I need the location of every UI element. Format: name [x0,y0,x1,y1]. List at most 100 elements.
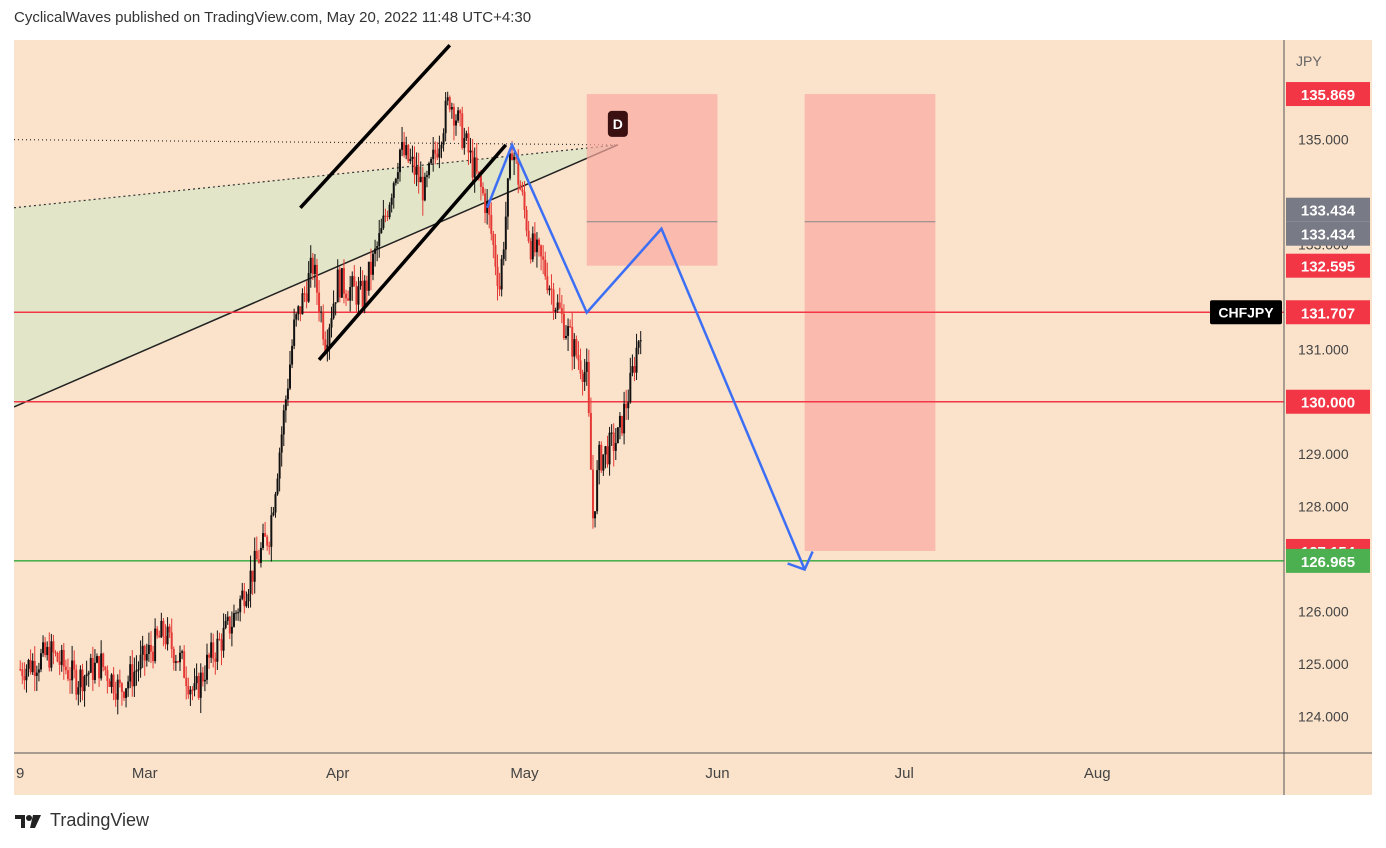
projection-path[interactable] [485,141,806,570]
candle-body [355,286,358,305]
candle-body [120,683,123,692]
candle-body [508,153,511,179]
candle-body [481,186,484,194]
candle-body [457,110,460,121]
candle-body [114,693,117,700]
candle-body [172,649,175,663]
candle-body [363,280,366,308]
candle-body [276,478,279,495]
candle-body [278,452,281,479]
candle-body [77,687,80,695]
candle-body [625,403,628,409]
candle-body [633,366,636,373]
candle-body [212,642,215,659]
candle-body [237,612,240,614]
candle-body [500,258,503,290]
candle-body [401,142,404,150]
candle-body [469,150,472,153]
candle-body [147,644,150,654]
candle-body [398,149,401,173]
candle-body [131,664,134,687]
candle-body [573,339,576,357]
candle-body [556,302,559,311]
candle-body [139,654,142,670]
candle-body [463,137,466,148]
candle-body [293,319,296,346]
candle-body [479,175,482,187]
candle-body [286,388,289,400]
candle-body [291,345,294,365]
candle-body [156,628,159,636]
candle-body [623,403,626,434]
candle-body [345,293,348,299]
candle-body [542,256,545,260]
candle-body [552,289,555,312]
candle-body [442,133,445,145]
candle-body [386,216,389,218]
candle-body [498,285,501,290]
candle-body [25,668,28,681]
candle-body [594,511,597,519]
candle-body [112,674,115,694]
channel-line[interactable] [299,44,452,209]
candle-body [322,311,325,340]
candle-body [203,679,206,682]
candle-body [425,175,428,177]
y-tick-label: 126.000 [1298,603,1349,619]
candle-body [145,653,148,661]
candle-body [21,669,24,677]
candle-body [185,677,188,687]
candle-body [608,432,611,465]
candle-body [243,590,246,607]
candle-body [135,670,138,672]
candle-body [152,651,155,662]
candle-body [328,327,331,345]
price-label-text: 131.707 [1301,305,1355,322]
candle-body [205,654,208,680]
candle-body [396,172,399,179]
candle-body [33,660,36,676]
candle-body [247,593,250,602]
candle-body [19,669,22,671]
candle-body [282,410,285,435]
candle-body [606,446,609,465]
y-tick-label: 135.000 [1298,132,1349,148]
candle-body [392,183,395,198]
candle-body [255,550,258,560]
symbol-tag [1210,300,1282,325]
candle-body [56,652,59,662]
channel-line[interactable] [317,143,508,361]
candle-body [423,176,426,201]
candle-body [419,176,422,183]
price-chart[interactable]: DCHFJPYJPY124.000125.000126.000127.00012… [14,40,1372,795]
target-zone[interactable] [804,94,936,551]
candle-body [548,288,551,291]
candle-body [417,166,420,183]
candle-body [587,361,590,414]
y-tick-label: 129.000 [1298,446,1349,462]
candle-body [280,434,283,453]
candle-body [29,659,32,673]
candle-body [176,661,179,663]
candle-body [170,632,173,650]
candle-body [66,670,69,680]
candle-body [44,642,47,656]
pattern-point-d-marker[interactable] [607,110,628,137]
candle-body [284,399,287,411]
candle-body [174,661,177,663]
candle-body [52,641,55,653]
trend-dotted-line[interactable] [14,139,618,146]
candle-body [257,559,260,563]
candle-body [154,628,157,662]
chart-area[interactable]: DCHFJPYJPY124.000125.000126.000127.00012… [14,40,1372,795]
candle-body [515,156,518,159]
price-label-badge [1286,221,1370,246]
footer-brand: TradingView [50,810,150,830]
candle-body [471,150,474,178]
candle-body [199,672,202,698]
wedge-lower-line[interactable] [14,144,619,408]
candle-body [604,446,607,455]
candle-body [245,601,248,607]
candle-body [531,233,534,260]
candle-body [560,308,563,314]
